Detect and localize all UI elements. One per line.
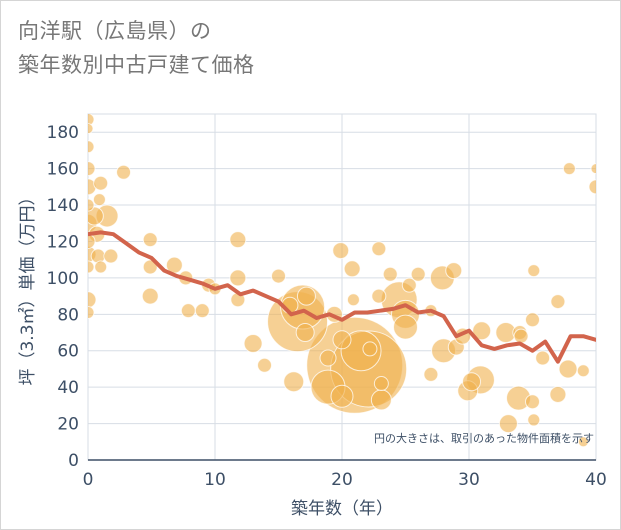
y-tick-label: 40 xyxy=(57,378,79,398)
data-bubble xyxy=(472,321,492,341)
data-bubble xyxy=(513,328,529,344)
y-tick-label: 80 xyxy=(57,305,79,325)
data-bubble xyxy=(93,175,109,191)
y-tick-label: 140 xyxy=(47,196,79,216)
x-tick-label: 20 xyxy=(331,470,353,490)
x-tick-label: 40 xyxy=(585,470,607,490)
data-bubble xyxy=(88,305,95,319)
data-bubble xyxy=(332,330,352,350)
data-bubble xyxy=(88,140,95,154)
bubble-size-note: 円の大きさは、取引のあった物件面積を示す xyxy=(374,431,594,445)
y-axis-title: 坪（3.3㎡）単価（万円） xyxy=(18,188,38,385)
data-bubble xyxy=(92,193,106,207)
x-tick-labels: 0 10 20 30 40 xyxy=(83,470,607,490)
y-tick-label: 20 xyxy=(57,415,79,435)
data-bubble xyxy=(346,293,360,307)
data-bubble xyxy=(577,436,589,448)
data-bubble xyxy=(370,389,392,411)
data-bubble xyxy=(271,268,286,284)
data-bubble xyxy=(141,287,159,305)
data-bubble xyxy=(142,232,158,248)
data-bubble xyxy=(558,359,578,379)
data-bubble xyxy=(319,349,337,367)
data-bubble xyxy=(257,357,273,373)
data-bubble xyxy=(295,323,315,343)
data-bubble xyxy=(410,266,426,282)
data-bubble xyxy=(243,333,263,353)
data-bubble xyxy=(371,288,387,304)
data-bubble xyxy=(283,371,305,393)
data-bubble xyxy=(343,260,361,278)
data-bubble xyxy=(229,269,247,287)
y-tick-labels: 0 20 40 60 80 100 120 140 160 180 xyxy=(47,123,79,471)
data-bubble xyxy=(371,241,387,257)
data-bubble xyxy=(393,314,418,340)
y-tick-label: 60 xyxy=(57,342,79,362)
chart-title-line-2: 築年数別中古戸建て価格 xyxy=(18,53,255,77)
data-bubble xyxy=(401,277,417,293)
y-tick-label: 160 xyxy=(47,160,79,180)
x-tick-label: 30 xyxy=(458,470,480,490)
chart-title: 向洋駅（広島県）の 築年数別中古戸建て価格 xyxy=(18,14,255,82)
data-bubble xyxy=(194,303,210,319)
data-bubble xyxy=(88,123,94,135)
data-bubble xyxy=(527,413,541,427)
data-bubble xyxy=(142,259,158,275)
data-bubble xyxy=(103,248,119,264)
data-bubble xyxy=(588,179,596,195)
data-bubble xyxy=(550,294,566,310)
data-bubble xyxy=(373,376,389,392)
data-bubble xyxy=(549,385,567,403)
chart-title-line-1: 向洋駅（広島県）の xyxy=(18,19,212,43)
data-bubble xyxy=(88,114,95,126)
data-bubble xyxy=(576,364,590,378)
data-bubble xyxy=(94,260,108,274)
y-tick-label: 180 xyxy=(47,123,79,143)
data-bubble xyxy=(535,350,551,366)
y-tick-label: 120 xyxy=(47,232,79,252)
x-tick-label: 10 xyxy=(204,470,226,490)
trend-layer xyxy=(88,230,596,364)
bubble-layer xyxy=(88,114,596,448)
data-bubble xyxy=(462,372,482,392)
data-bubble xyxy=(296,286,316,306)
data-bubble xyxy=(332,242,350,260)
data-bubble xyxy=(229,231,247,249)
data-bubble xyxy=(498,414,518,434)
data-bubble xyxy=(88,260,95,274)
data-bubble xyxy=(525,312,540,328)
data-bubble xyxy=(88,206,104,226)
x-axis-title: 築年数（年） xyxy=(291,499,393,519)
data-bubble xyxy=(88,233,96,249)
data-bubble xyxy=(562,162,576,176)
data-bubble xyxy=(423,366,439,382)
data-bubble xyxy=(88,291,97,309)
trend-line xyxy=(88,230,596,364)
data-bubble xyxy=(180,303,196,319)
data-bubble xyxy=(362,341,378,357)
data-bubble xyxy=(590,163,596,175)
data-bubble xyxy=(88,161,96,177)
data-bubble xyxy=(525,394,540,410)
x-tick-label: 0 xyxy=(83,470,94,490)
y-tick-label: 100 xyxy=(47,269,79,289)
data-bubble xyxy=(445,262,463,280)
grid-lines xyxy=(88,114,596,460)
data-bubble xyxy=(527,264,541,278)
data-bubble xyxy=(382,266,398,282)
data-bubble xyxy=(330,384,354,408)
data-bubble xyxy=(116,164,132,180)
y-tick-label: 0 xyxy=(68,451,79,471)
data-bubble xyxy=(88,198,95,212)
